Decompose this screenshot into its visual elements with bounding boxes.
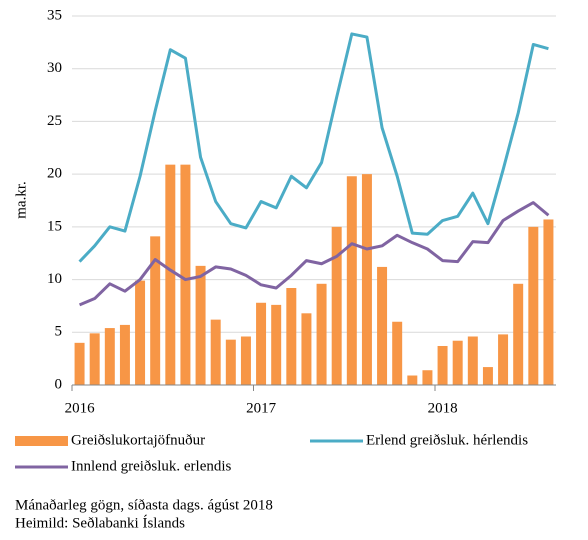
line xyxy=(78,32,549,263)
y-tick-label: 20 xyxy=(47,166,62,182)
bar xyxy=(407,375,418,385)
y-tick-label: 15 xyxy=(47,218,62,234)
y-tick-label: 5 xyxy=(55,324,63,340)
y-axis-label: ma.kr. xyxy=(13,181,29,219)
bar xyxy=(316,283,327,385)
legend-label: Erlend greiðsluk. hérlendis xyxy=(366,432,528,448)
legend-label: Greiðslukortajöfnuður xyxy=(71,432,205,448)
bar xyxy=(346,176,357,385)
bar xyxy=(437,345,448,385)
line xyxy=(78,201,550,307)
bar xyxy=(452,340,463,385)
x-tick-label: 2018 xyxy=(428,400,458,416)
bar xyxy=(331,226,342,385)
bar xyxy=(377,266,388,385)
y-tick-label: 0 xyxy=(55,376,63,392)
bar xyxy=(286,288,297,385)
bar xyxy=(467,336,478,385)
bar xyxy=(195,265,206,385)
bar xyxy=(528,226,539,385)
legend-swatch xyxy=(15,436,68,446)
note: Mánaðarleg gögn, síðasta dags. ágúst 201… xyxy=(15,497,273,513)
bar xyxy=(482,367,493,385)
bar xyxy=(225,339,236,385)
bar xyxy=(422,370,433,385)
y-tick-label: 25 xyxy=(47,113,62,129)
bar xyxy=(165,164,176,385)
bar xyxy=(89,333,100,385)
bar xyxy=(498,334,509,385)
note: Heimild: Seðlabanki Íslands xyxy=(15,514,185,531)
bar xyxy=(104,328,115,385)
bar xyxy=(256,302,267,385)
y-tick-label: 35 xyxy=(47,7,62,23)
bar xyxy=(301,313,312,385)
bar xyxy=(74,342,85,385)
y-tick-label: 10 xyxy=(47,271,62,287)
bar xyxy=(150,236,161,385)
bar xyxy=(392,321,403,385)
y-tick-label: 30 xyxy=(47,60,62,76)
bar xyxy=(361,174,372,385)
bar xyxy=(135,280,146,385)
bar xyxy=(543,219,554,385)
legend-label: Innlend greiðsluk. erlendis xyxy=(71,458,232,474)
bar xyxy=(119,324,130,385)
bar xyxy=(210,319,221,385)
bar xyxy=(180,164,191,385)
bar xyxy=(240,336,251,385)
x-tick-label: 2016 xyxy=(65,400,96,416)
bar xyxy=(513,283,524,385)
x-tick-label: 2017 xyxy=(246,400,277,416)
bar xyxy=(271,304,282,385)
